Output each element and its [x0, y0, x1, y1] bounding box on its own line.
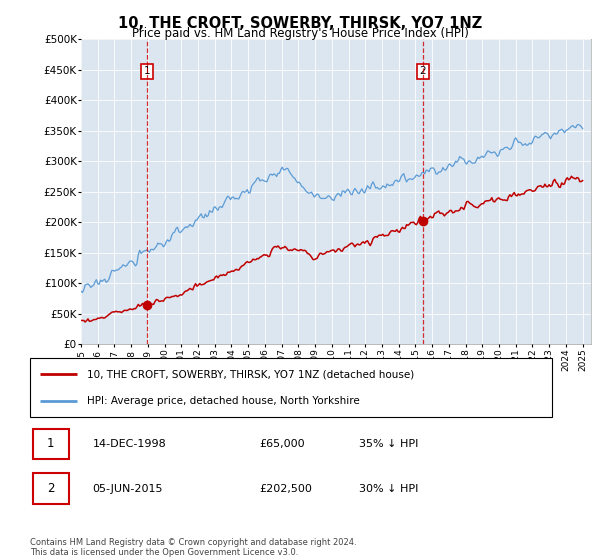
Text: Contains HM Land Registry data © Crown copyright and database right 2024.
This d: Contains HM Land Registry data © Crown c… [30, 538, 356, 557]
Text: 30% ↓ HPI: 30% ↓ HPI [359, 484, 418, 493]
Text: 14-DEC-1998: 14-DEC-1998 [92, 439, 166, 449]
Text: 10, THE CROFT, SOWERBY, THIRSK, YO7 1NZ (detached house): 10, THE CROFT, SOWERBY, THIRSK, YO7 1NZ … [88, 369, 415, 379]
Text: 35% ↓ HPI: 35% ↓ HPI [359, 439, 418, 449]
Text: HPI: Average price, detached house, North Yorkshire: HPI: Average price, detached house, Nort… [88, 396, 360, 407]
Text: 2: 2 [47, 482, 55, 495]
Bar [32, 428, 69, 459]
Text: Price paid vs. HM Land Registry's House Price Index (HPI): Price paid vs. HM Land Registry's House … [131, 27, 469, 40]
Bar [32, 473, 69, 504]
Text: £65,000: £65,000 [260, 439, 305, 449]
Text: 1: 1 [47, 437, 55, 450]
Text: 10, THE CROFT, SOWERBY, THIRSK, YO7 1NZ: 10, THE CROFT, SOWERBY, THIRSK, YO7 1NZ [118, 16, 482, 31]
Text: 05-JUN-2015: 05-JUN-2015 [92, 484, 163, 493]
Text: 1: 1 [144, 66, 151, 76]
Text: £202,500: £202,500 [260, 484, 313, 493]
Text: 2: 2 [419, 66, 426, 76]
